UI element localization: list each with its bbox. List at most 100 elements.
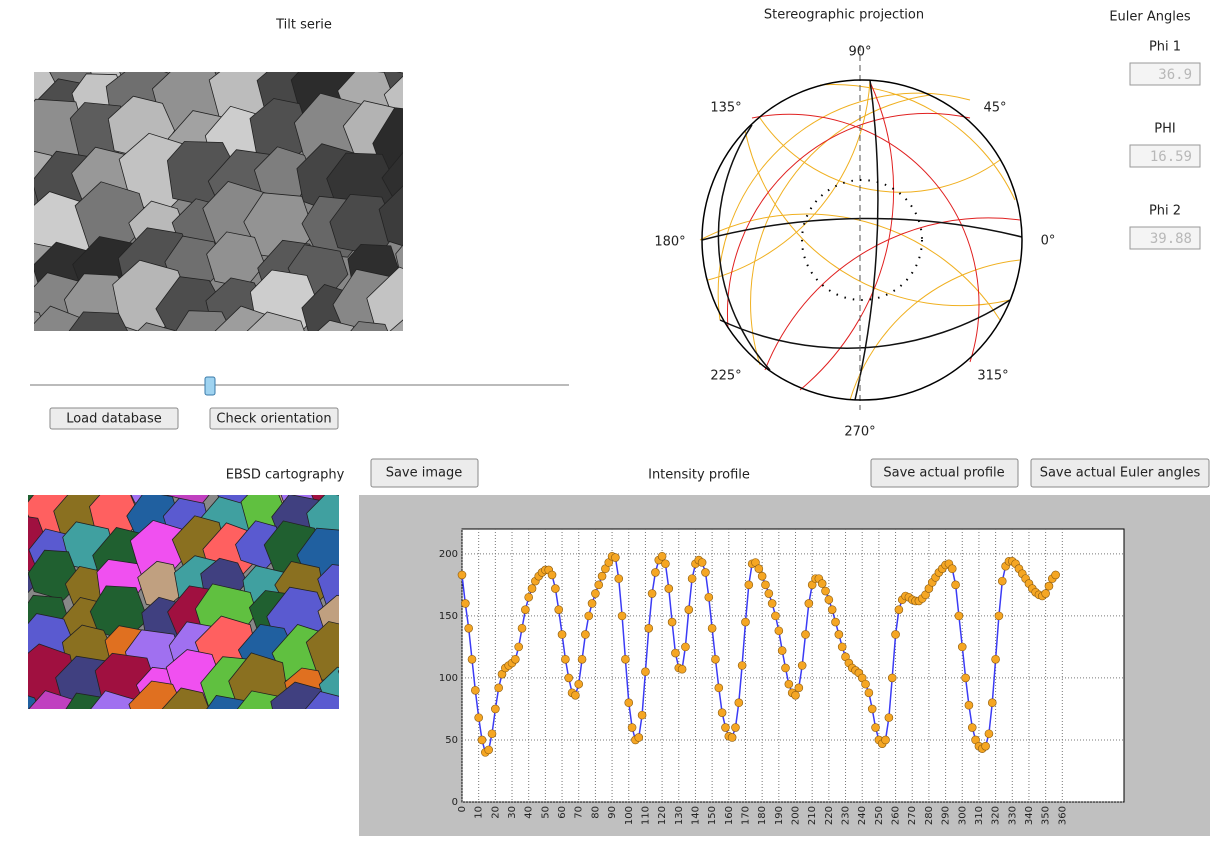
data-point <box>737 661 747 670</box>
grain <box>30 719 78 767</box>
profile-title: Intensity profile <box>648 468 750 483</box>
grain <box>317 564 339 608</box>
save-profile-button[interactable]: Save actual profile <box>870 458 1019 488</box>
y-tick-label: 200 <box>439 549 458 560</box>
y-tick-label: 150 <box>439 611 458 622</box>
data-point <box>474 713 483 722</box>
save-image-button[interactable]: Save image <box>370 458 479 488</box>
data-point <box>774 626 784 636</box>
data-point <box>564 673 574 683</box>
data-point <box>644 623 654 633</box>
grain <box>155 348 229 417</box>
x-tick-label: 300 <box>957 806 968 825</box>
data-point <box>794 683 804 693</box>
x-tick-label: 180 <box>757 806 768 825</box>
grain <box>418 281 483 341</box>
button-label: Check orientation <box>216 412 331 427</box>
x-tick-label: 260 <box>891 806 902 825</box>
data-point <box>614 574 624 583</box>
data-point <box>767 599 777 608</box>
data-point <box>594 580 604 590</box>
data-point <box>967 723 977 732</box>
data-point <box>597 571 607 581</box>
data-point <box>464 623 473 633</box>
data-point <box>477 735 487 745</box>
data-point <box>894 605 904 614</box>
grain <box>0 355 51 411</box>
x-tick-label: 210 <box>807 806 818 825</box>
data-point <box>721 723 730 732</box>
euler-label: Phi 1 <box>1149 40 1181 55</box>
grain <box>366 266 403 331</box>
data-point <box>637 710 647 720</box>
data-point <box>821 586 830 596</box>
y-tick-label: 100 <box>439 673 458 684</box>
data-point <box>624 698 634 708</box>
x-tick-label: 40 <box>524 806 535 819</box>
data-point <box>587 599 597 608</box>
grain <box>59 733 110 782</box>
data-point <box>764 589 774 598</box>
x-tick-label: 190 <box>774 806 785 825</box>
load-button[interactable]: Load database <box>49 407 179 430</box>
euler-label: PHI <box>1154 122 1175 137</box>
data-point <box>664 584 674 593</box>
grain <box>238 727 289 776</box>
grain <box>68 311 128 331</box>
data-point <box>671 648 680 658</box>
data-point <box>701 568 710 577</box>
data-point <box>621 654 630 664</box>
x-tick-label: 230 <box>841 806 852 825</box>
data-point <box>554 605 564 614</box>
grain <box>137 322 175 331</box>
data-point <box>741 617 750 627</box>
data-point <box>611 553 620 562</box>
data-point <box>557 630 567 639</box>
ebsd-title: EBSD cartography <box>226 468 345 483</box>
data-point <box>461 599 470 608</box>
grain <box>438 26 494 77</box>
x-tick-label: 170 <box>740 806 751 825</box>
data-point <box>817 579 827 588</box>
button-label: Save image <box>386 466 463 481</box>
grain <box>378 185 403 247</box>
data-point <box>521 605 530 614</box>
save-euler-button[interactable]: Save actual Euler angles <box>1030 458 1210 488</box>
euler-value: 36.9 <box>1158 67 1192 83</box>
angle-label: 225° <box>710 369 741 384</box>
data-point <box>887 673 897 683</box>
data-point <box>581 630 590 639</box>
data-point <box>457 570 467 580</box>
button-label: Save actual profile <box>883 466 1004 481</box>
data-point <box>661 559 670 569</box>
angle-label: 45° <box>983 101 1006 116</box>
data-point <box>864 688 874 698</box>
data-point <box>527 584 537 593</box>
data-point <box>777 646 787 655</box>
data-point <box>711 654 720 664</box>
data-point <box>804 599 814 608</box>
grain <box>422 61 480 117</box>
grain <box>337 669 339 674</box>
data-point <box>984 729 994 739</box>
data-point <box>707 623 717 633</box>
slider-thumb[interactable] <box>204 376 216 396</box>
angle-label: 135° <box>710 101 741 116</box>
data-point <box>761 580 770 590</box>
x-tick-label: 10 <box>474 806 485 819</box>
check-button[interactable]: Check orientation <box>209 407 339 430</box>
data-point <box>571 690 580 700</box>
data-point <box>824 595 834 605</box>
grain <box>172 734 224 783</box>
data-point <box>647 589 657 598</box>
data-point <box>617 611 627 621</box>
grain <box>427 310 507 383</box>
data-point <box>517 623 527 633</box>
data-point <box>704 592 714 602</box>
data-point <box>1041 589 1050 598</box>
data-point <box>771 611 780 621</box>
x-tick-label: 0 <box>457 806 468 812</box>
stereo-projection <box>699 45 1023 410</box>
grain <box>435 147 498 211</box>
grain <box>175 310 232 331</box>
